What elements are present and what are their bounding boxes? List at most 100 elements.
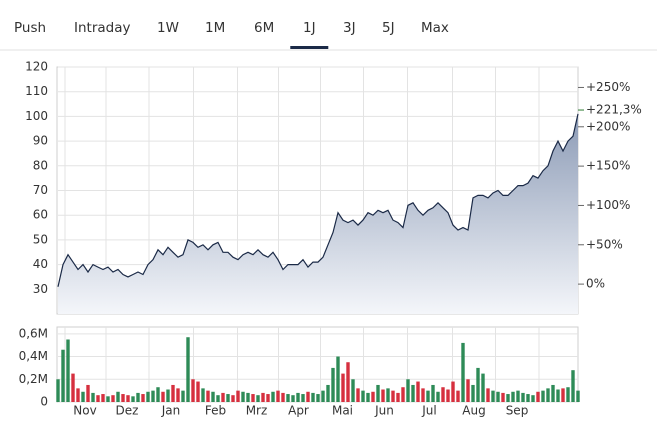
volume-bar [81, 391, 85, 402]
y2-tick-label: +50% [586, 237, 623, 251]
volume-bar [121, 394, 125, 402]
last-change-label: +221,3% [586, 103, 642, 117]
volume-bar [236, 390, 240, 402]
volume-bar [461, 342, 465, 402]
x-tick-label: Jun [374, 404, 394, 418]
volume-bar [526, 394, 530, 402]
volume-bar [451, 381, 455, 402]
x-tick-label: Mrz [246, 404, 268, 418]
volume-bar [56, 379, 60, 402]
x-tick-label: Sep [506, 404, 529, 418]
volume-bar [241, 391, 245, 402]
y-tick-label: 90 [33, 134, 48, 148]
volume-bar [421, 388, 425, 402]
volume-bar [536, 391, 540, 402]
volume-bar [496, 391, 500, 402]
y-tick-label: 30 [33, 282, 48, 296]
volume-bar [481, 373, 485, 402]
tab[interactable]: Intraday [74, 20, 131, 36]
tab[interactable]: 6M [254, 20, 274, 36]
volume-bar [501, 392, 505, 402]
volume-bar [211, 391, 215, 402]
volume-bar [66, 339, 70, 402]
volume-bar [456, 390, 460, 402]
volume-bar [551, 384, 555, 402]
volume-bar [266, 394, 270, 402]
volume-bar [476, 367, 480, 402]
volume-bar [226, 394, 230, 402]
tab[interactable]: 5J [382, 20, 395, 36]
volume-bar [376, 384, 380, 402]
volume-bar [126, 395, 130, 402]
volume-bar [146, 391, 150, 402]
volume-bar [216, 395, 220, 402]
volume-bar [271, 391, 275, 402]
volume-bar [171, 384, 175, 402]
volume-bar [161, 391, 165, 402]
volume-bar [366, 392, 370, 402]
volume-bar [281, 392, 285, 402]
volume-bar [546, 388, 550, 402]
volume-bar [516, 390, 520, 402]
tab[interactable]: 1J [303, 20, 316, 36]
volume-bar [336, 356, 340, 402]
volume-bar [206, 390, 210, 402]
y2-tick-label: +250% [586, 80, 630, 94]
volume-bar [156, 387, 160, 402]
volume-bar [316, 394, 320, 402]
volume-bar [196, 381, 200, 402]
volume-bar [141, 394, 145, 402]
volume-bar [181, 390, 185, 402]
volume-bar [191, 379, 195, 402]
volume-bar [541, 390, 545, 402]
y-tick-label: 110 [25, 84, 48, 98]
volume-bar [566, 387, 570, 402]
y2-tick-label: +100% [586, 198, 630, 212]
volume-bar [391, 390, 395, 402]
volume-bar [306, 391, 310, 402]
volume-bar [276, 390, 280, 402]
x-tick-label: Feb [205, 404, 226, 418]
volume-bar [401, 387, 405, 402]
y-tick-label: 50 [33, 232, 48, 246]
volume-bar [511, 391, 515, 402]
volume-bar [521, 392, 525, 402]
volume-bar [556, 389, 560, 402]
volume-bar [351, 379, 355, 402]
volume-bar [531, 395, 535, 402]
y-tick-label: 100 [25, 109, 48, 123]
tab[interactable]: 1W [157, 20, 179, 36]
volume-bar [201, 388, 205, 402]
y2-tick-label: 0% [586, 277, 605, 291]
volume-bar [486, 388, 490, 402]
tab[interactable]: Max [421, 20, 449, 36]
volume-bar [116, 391, 120, 402]
volume-bar [311, 392, 315, 402]
active-tab-underline [290, 46, 329, 49]
x-tick-label: Jan [161, 404, 181, 418]
volume-bar [261, 392, 265, 402]
volume-bar [86, 384, 90, 402]
volume-bar [101, 394, 105, 402]
tab[interactable]: 1M [205, 20, 225, 36]
volume-bar [436, 391, 440, 402]
volume-bar [291, 395, 295, 402]
volume-bar [571, 370, 575, 402]
x-tick-label: Mai [332, 404, 353, 418]
tab[interactable]: Push [14, 20, 46, 36]
volume-bar [176, 388, 180, 402]
volume-bar [326, 384, 330, 402]
y-tick-label: 0 [40, 395, 48, 409]
y-tick-label: 80 [33, 158, 48, 172]
tab[interactable]: 3J [343, 20, 356, 36]
volume-bar [256, 395, 260, 402]
volume-bar [286, 394, 290, 402]
volume-bar [396, 392, 400, 402]
volume-bar [446, 389, 450, 402]
volume-bar [441, 387, 445, 402]
volume-bar [296, 392, 300, 402]
volume-bar [106, 396, 110, 402]
volume-bar [361, 390, 365, 402]
volume-bar [221, 392, 225, 402]
